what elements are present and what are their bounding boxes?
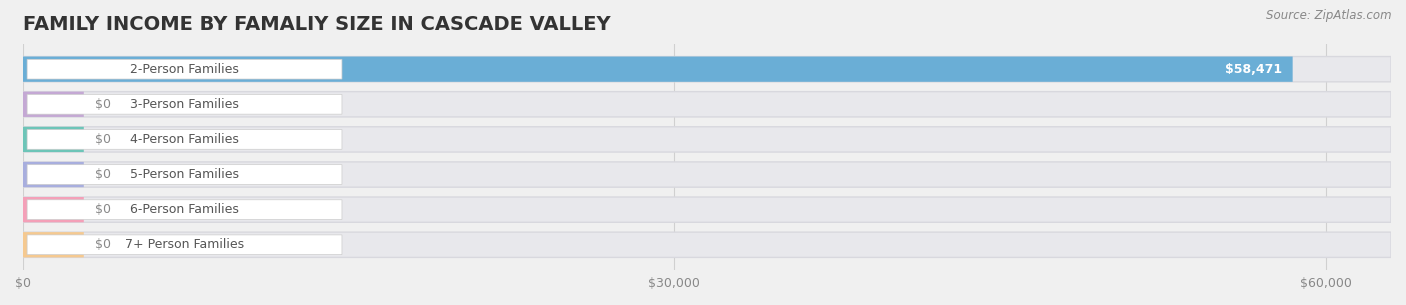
Text: $58,471: $58,471 <box>1225 63 1282 76</box>
FancyBboxPatch shape <box>22 56 1391 82</box>
FancyBboxPatch shape <box>22 56 1292 82</box>
Text: 3-Person Families: 3-Person Families <box>131 98 239 111</box>
Text: 2-Person Families: 2-Person Families <box>131 63 239 76</box>
FancyBboxPatch shape <box>27 95 342 114</box>
Text: $0: $0 <box>94 133 111 146</box>
Text: 6-Person Families: 6-Person Families <box>131 203 239 216</box>
FancyBboxPatch shape <box>22 197 84 222</box>
Text: $0: $0 <box>94 238 111 251</box>
Text: 4-Person Families: 4-Person Families <box>131 133 239 146</box>
Text: $0: $0 <box>94 203 111 216</box>
FancyBboxPatch shape <box>27 59 342 79</box>
FancyBboxPatch shape <box>22 232 1391 257</box>
FancyBboxPatch shape <box>27 130 342 149</box>
Text: FAMILY INCOME BY FAMALIY SIZE IN CASCADE VALLEY: FAMILY INCOME BY FAMALIY SIZE IN CASCADE… <box>22 15 610 34</box>
FancyBboxPatch shape <box>22 162 1391 187</box>
Text: $0: $0 <box>94 168 111 181</box>
FancyBboxPatch shape <box>27 235 342 255</box>
Text: 7+ Person Families: 7+ Person Families <box>125 238 245 251</box>
FancyBboxPatch shape <box>22 197 1391 222</box>
FancyBboxPatch shape <box>22 92 1391 117</box>
FancyBboxPatch shape <box>22 232 84 257</box>
FancyBboxPatch shape <box>22 127 84 152</box>
FancyBboxPatch shape <box>27 165 342 185</box>
Text: Source: ZipAtlas.com: Source: ZipAtlas.com <box>1267 9 1392 22</box>
FancyBboxPatch shape <box>22 162 84 187</box>
Text: $0: $0 <box>94 98 111 111</box>
FancyBboxPatch shape <box>22 92 84 117</box>
FancyBboxPatch shape <box>22 127 1391 152</box>
FancyBboxPatch shape <box>27 200 342 220</box>
Text: 5-Person Families: 5-Person Families <box>129 168 239 181</box>
